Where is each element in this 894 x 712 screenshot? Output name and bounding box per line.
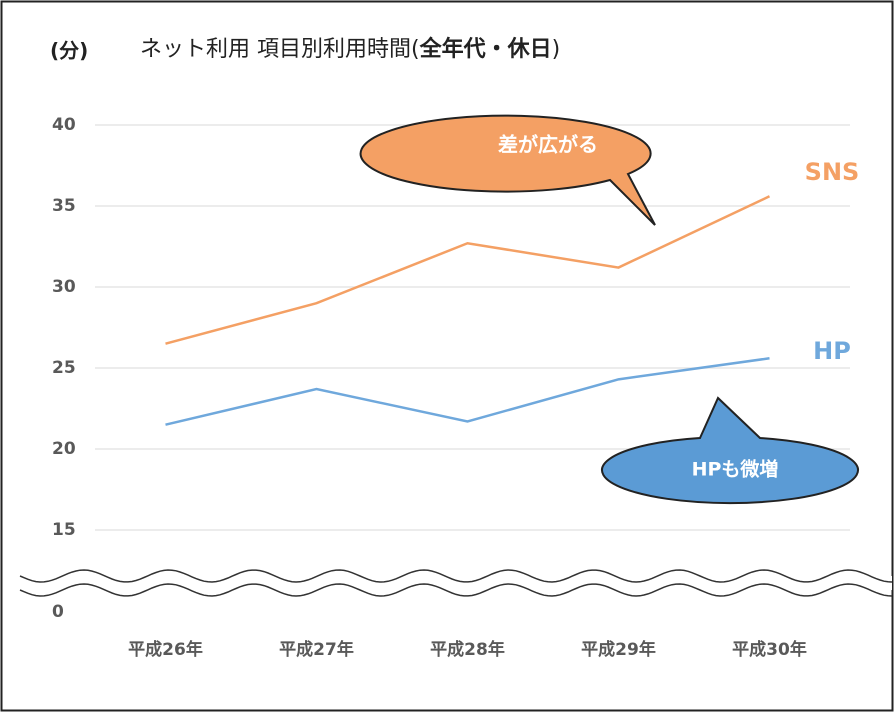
chart-title: ネット利用 項目別利用時間(全年代・休日): [140, 36, 560, 62]
series-line: [165, 195, 771, 345]
title-part: ): [552, 37, 561, 62]
x-tick-label: 平成29年: [581, 639, 656, 660]
speech-bubble: [359, 114, 656, 226]
break-gap: [20, 576, 892, 590]
y-tick-label: 40: [52, 115, 76, 135]
series-line: [165, 357, 770, 426]
break-wave: [19, 583, 893, 597]
y-axis-label: (分): [50, 39, 88, 63]
y-tick-label: 0: [52, 602, 64, 622]
y-tick-label: 25: [52, 358, 76, 378]
y-tick-label: 15: [52, 520, 76, 540]
speech-bubble: [601, 396, 859, 505]
title-part: ネット利用 項目別利用時間(: [140, 37, 420, 62]
y-tick-label: 30: [52, 277, 76, 297]
callout: 差が広がる: [359, 114, 656, 226]
x-tick-label: 平成28年: [430, 639, 505, 660]
x-tick-label: 平成26年: [128, 639, 203, 660]
y-tick-label: 35: [52, 196, 76, 216]
series-label: HP: [813, 337, 851, 365]
x-tick-label: 平成27年: [279, 639, 354, 660]
axis-break: [19, 569, 893, 597]
annotation: 差が広がる: [498, 133, 598, 157]
y-tick-label: 20: [52, 439, 76, 459]
break-wave: [19, 569, 893, 583]
callout: HPも微増: [601, 396, 859, 505]
x-tick-label: 平成30年: [732, 639, 807, 660]
grid: 0 15 20 25 30 35 40 平成26年 平成27年 平成28年 平成29年 平成30年: [52, 115, 850, 660]
plot: SNS HP: [165, 158, 860, 426]
annotation: HPも微増: [692, 458, 779, 481]
series-label: SNS: [805, 158, 860, 186]
title-part: 全年代・休日: [419, 36, 552, 62]
